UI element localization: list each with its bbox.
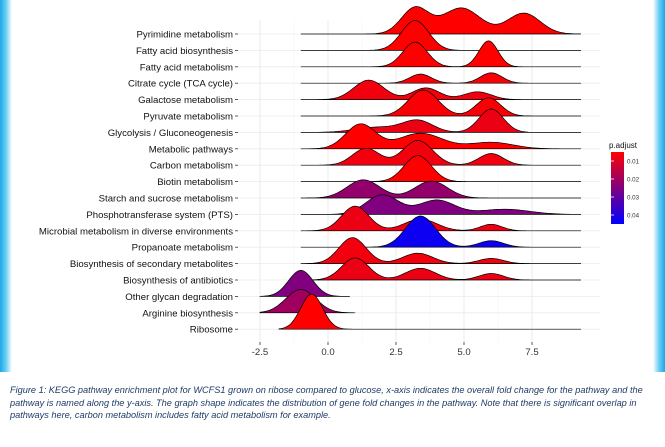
y-tick-label: Other glycan degradation bbox=[125, 292, 233, 303]
y-tick-label: Biosynthesis of antibiotics bbox=[123, 276, 233, 287]
x-axis: -2.5 0.0 2.5 5.0 7.5 bbox=[252, 342, 539, 358]
x-tick-label: 5.0 bbox=[457, 347, 470, 358]
x-tick-label: 0.0 bbox=[321, 347, 334, 358]
ridge-density bbox=[259, 270, 350, 297]
ridge-density bbox=[300, 155, 581, 182]
ridge-density bbox=[300, 108, 581, 133]
ridge-density bbox=[300, 40, 581, 68]
y-axis: Pyrimidine metabolism Fatty acid biosynth… bbox=[39, 30, 238, 336]
color-legend: p.adjust 0.01 0.02 0.03 0.04 bbox=[609, 141, 640, 224]
y-tick-label: Fatty acid biosynthesis bbox=[136, 46, 233, 57]
y-tick-label: Carbon metabolism bbox=[150, 161, 233, 172]
ridge-density bbox=[300, 257, 581, 281]
x-tick-label: -2.5 bbox=[252, 347, 269, 358]
ridge-density bbox=[300, 72, 581, 84]
y-tick-label: Fatty acid metabolism bbox=[140, 62, 233, 73]
legend-tick-label: 0.04 bbox=[627, 213, 640, 220]
ridge-layer bbox=[259, 6, 582, 330]
y-tick-label: Phosphotransferase system (PTS) bbox=[86, 210, 233, 221]
ridge-density bbox=[300, 79, 581, 100]
y-tick-label: Metabolic pathways bbox=[149, 144, 233, 155]
ridge-density bbox=[278, 293, 581, 330]
y-tick-label: Propanoate metabolism bbox=[132, 243, 233, 254]
y-tick-label: Pyrimidine metabolism bbox=[137, 30, 234, 41]
ridge-density bbox=[300, 140, 581, 166]
y-tick-label: Starch and sucrose metabolism bbox=[99, 194, 233, 205]
figure-caption: Figure 1: KEGG pathway enrichment plot f… bbox=[10, 385, 643, 420]
y-tick-label: Pyruvate metabolism bbox=[143, 112, 233, 123]
ridge-density bbox=[300, 205, 581, 232]
figure-frame: Pyrimidine metabolism Fatty acid biosynth… bbox=[0, 0, 665, 372]
ridgeline-chart: Pyrimidine metabolism Fatty acid biosynth… bbox=[39, 6, 640, 358]
legend-tick-label: 0.01 bbox=[627, 159, 640, 166]
ridge-density bbox=[300, 237, 581, 264]
legend-tick-label: 0.02 bbox=[627, 177, 640, 184]
legend-colorbar bbox=[611, 152, 624, 224]
y-tick-label: Citrate cycle (TCA cycle) bbox=[128, 79, 233, 90]
ridge-density bbox=[300, 179, 581, 199]
legend-tick-label: 0.03 bbox=[627, 195, 640, 202]
legend-title: p.adjust bbox=[609, 141, 638, 150]
y-tick-label: Biosynthesis of secondary metabolites bbox=[70, 259, 233, 270]
y-tick-label: Arginine biosynthesis bbox=[142, 308, 233, 319]
y-tick-label: Microbial metabolism in diverse environm… bbox=[39, 226, 233, 237]
y-tick-label: Glycolysis / Gluconeogenesis bbox=[108, 128, 234, 139]
ridge-density bbox=[300, 20, 581, 51]
y-tick-label: Galactose metabolism bbox=[138, 95, 233, 106]
x-tick-label: 2.5 bbox=[389, 347, 402, 358]
ridge-density bbox=[300, 123, 581, 150]
y-tick-label: Biotin metabolism bbox=[157, 177, 233, 188]
ridge-density bbox=[300, 6, 582, 35]
y-tick-label: Ribosome bbox=[190, 325, 233, 336]
x-tick-label: 7.5 bbox=[525, 347, 538, 358]
ridge-density bbox=[300, 89, 581, 117]
